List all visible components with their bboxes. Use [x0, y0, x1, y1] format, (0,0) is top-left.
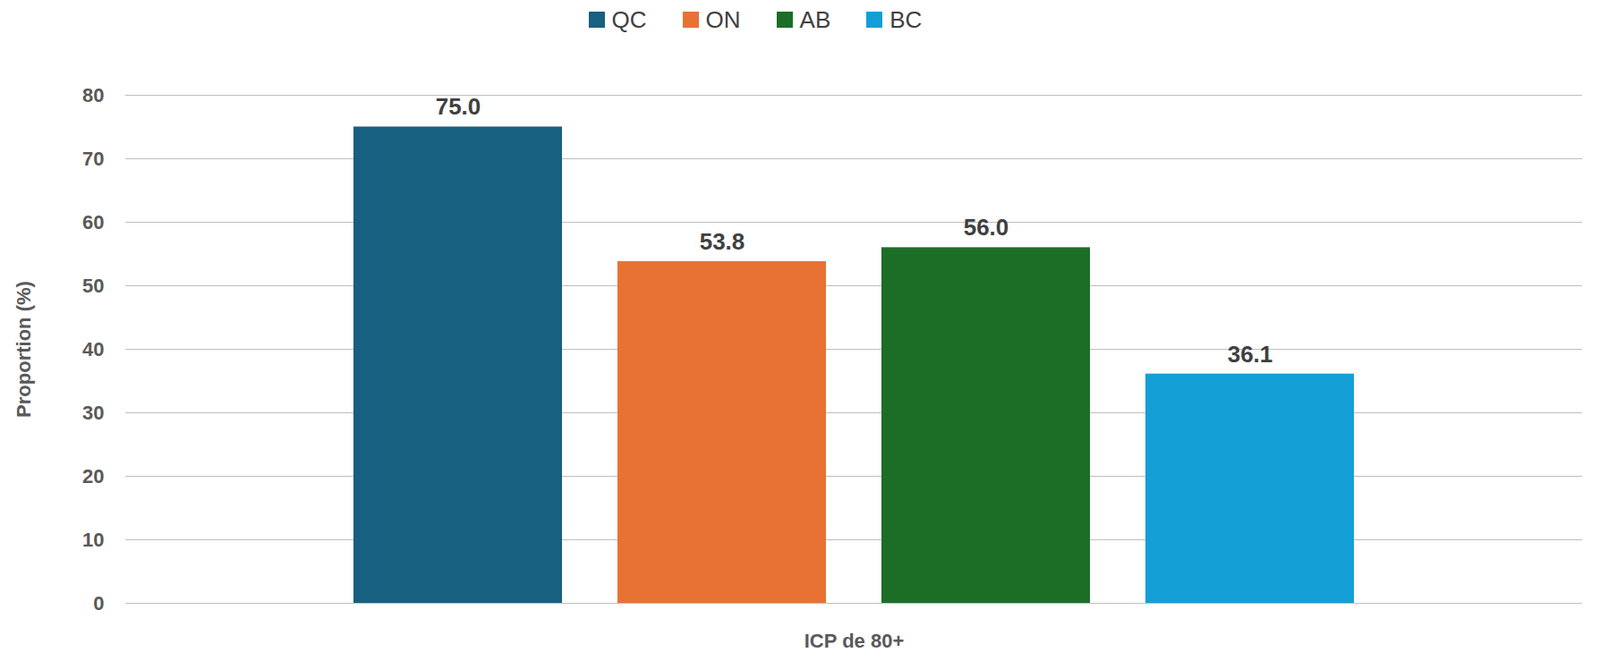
svg-text:56.0: 56.0 — [963, 213, 1010, 241]
html-text:ON: ON — [705, 5, 741, 33]
svg-text:20: 20 — [82, 465, 104, 488]
svg-text:10: 10 — [82, 528, 104, 552]
html-text:QC: QC — [611, 5, 647, 33]
svg-text:40: 40 — [82, 338, 104, 361]
svg-text:50: 50 — [82, 274, 104, 298]
svg-text:30: 30 — [82, 401, 104, 425]
svg-text:Proportion (%): Proportion (%) — [12, 280, 35, 418]
html-text:BC: BC — [889, 5, 923, 33]
svg-text:ICP de 80+: ICP de 80+ — [804, 629, 905, 653]
svg-text:0: 0 — [93, 592, 104, 615]
svg-text:60: 60 — [82, 211, 104, 234]
svg-text:36.1: 36.1 — [1227, 340, 1274, 368]
svg-text:53.8: 53.8 — [699, 228, 746, 256]
svg-text:80: 80 — [82, 84, 104, 107]
svg-text:75.0: 75.0 — [435, 93, 482, 120]
svg-text:70: 70 — [82, 147, 104, 171]
html-text:AB: AB — [799, 5, 831, 33]
